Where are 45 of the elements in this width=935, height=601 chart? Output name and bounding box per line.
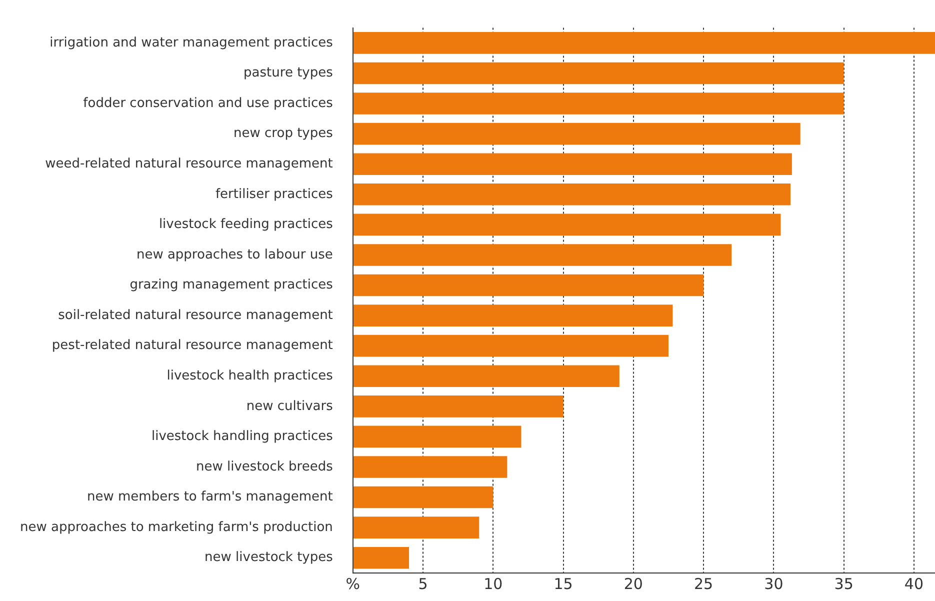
bar xyxy=(353,456,508,478)
x-tick-label: 15 xyxy=(554,574,573,593)
bar xyxy=(353,183,791,206)
y-tick-label: livestock health practices xyxy=(166,368,334,384)
bar xyxy=(353,396,564,418)
bar xyxy=(353,32,935,54)
y-tick-label: new approaches to marketing farm's production xyxy=(20,520,333,535)
x-tick-label: 35 xyxy=(834,574,854,593)
y-tick-label: weed-related natural resource management xyxy=(45,156,333,172)
x-tick-label: 5 xyxy=(418,574,428,593)
y-tick-label: new approaches to labour use xyxy=(136,247,333,262)
bar xyxy=(353,365,620,388)
y-tick-label: new members to farm's management xyxy=(86,490,333,505)
bar xyxy=(353,274,704,296)
x-tick-label: 20 xyxy=(624,574,643,593)
y-tick-label: new livestock types xyxy=(204,550,334,566)
x-tick-label: % xyxy=(346,574,360,593)
x-tick-label: 10 xyxy=(484,574,503,593)
bar xyxy=(353,92,844,114)
bar xyxy=(353,516,480,538)
x-tick-label: 40 xyxy=(904,574,924,593)
bar xyxy=(353,62,844,84)
bar xyxy=(353,426,522,448)
y-tick-label: fertiliser practices xyxy=(215,186,334,202)
bar xyxy=(353,304,673,326)
bar xyxy=(353,244,732,266)
y-tick-label: new crop types xyxy=(234,126,334,142)
x-tick-label: 25 xyxy=(694,574,714,593)
bar xyxy=(353,334,668,357)
x-tick-label: 30 xyxy=(764,574,784,593)
y-tick-label: livestock handling practices xyxy=(151,429,334,444)
bar xyxy=(353,153,792,176)
y-tick-label: grazing management practices xyxy=(130,278,334,293)
bar xyxy=(353,214,781,236)
y-tick-label: new cultivars xyxy=(246,398,334,414)
y-tick-label: pest-related natural resource management xyxy=(52,338,333,354)
y-tick-label: fodder conservation and use practices xyxy=(83,96,334,111)
y-tick-label: new livestock breeds xyxy=(196,459,334,474)
bar xyxy=(353,546,410,569)
y-tick-label: livestock feeding practices xyxy=(158,217,334,232)
y-tick-label: irrigation and water management practices xyxy=(50,35,334,50)
y-tick-label: soil-related natural resource management xyxy=(58,308,333,323)
y-tick-label: pasture types xyxy=(244,66,334,81)
bar xyxy=(353,486,494,508)
bar xyxy=(353,122,800,145)
